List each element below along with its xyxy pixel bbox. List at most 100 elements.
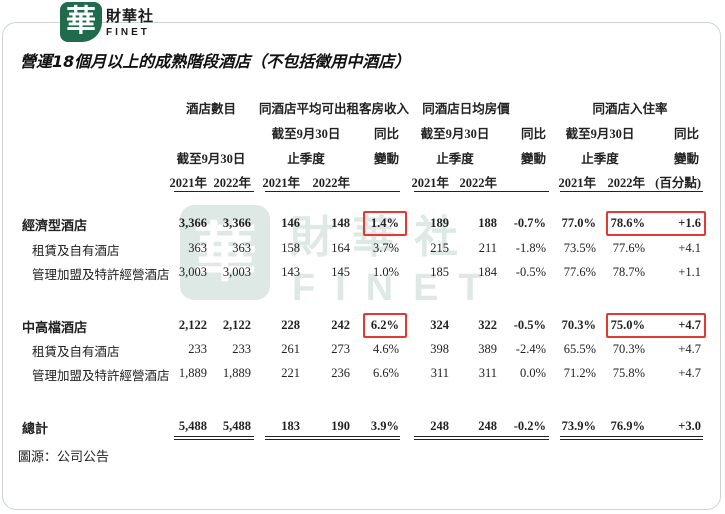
table-cell: 3,003: [178, 265, 207, 279]
table-cell: 145: [331, 265, 350, 279]
table-cell: 77.0%: [561, 216, 596, 230]
total-underline: [265, 439, 400, 440]
table-cell: 311: [478, 366, 497, 380]
table-cell: 77.6%: [563, 265, 596, 279]
header-year: 2022年: [213, 176, 251, 190]
brand-name-en: FINET: [106, 27, 150, 38]
table-cell: +4.1: [678, 241, 701, 255]
total-underline: [560, 436, 703, 437]
header-period-occ: 截至9月30日: [565, 127, 635, 141]
table-cell: 248: [478, 419, 497, 433]
header-year: 2021年: [411, 176, 449, 190]
table-cell: 3,366: [222, 216, 251, 230]
table-cell: 6.6%: [372, 366, 399, 380]
table-cell: 188: [478, 216, 497, 230]
table-cell: 75.0%: [610, 318, 645, 332]
table-cell: 190: [331, 419, 350, 433]
table-cell: 324: [430, 318, 449, 332]
brand-name-cn: 財華社: [106, 7, 155, 25]
table-cell: -0.7%: [513, 216, 546, 230]
table-cell: +4.7: [678, 342, 701, 356]
table-cell: 211: [478, 241, 497, 255]
table-cell: 183: [281, 419, 300, 433]
header-period-rooms: 截至9月30日: [176, 152, 246, 166]
table-cell: 233: [188, 342, 207, 356]
header-group-rooms: 酒店數目: [185, 102, 237, 116]
table-cell: 71.2%: [563, 366, 596, 380]
table-cell: 221: [281, 366, 300, 380]
table-cell: 3.9%: [370, 419, 399, 433]
table-cell: +3.0: [678, 419, 701, 433]
header-group-adr: 同酒店日均房價: [422, 102, 510, 116]
row-label: 租賃及自有酒店: [32, 243, 120, 258]
table-cell: 398: [430, 342, 449, 356]
table-cell: +4.7: [678, 366, 701, 380]
table-cell: 78.7%: [612, 265, 645, 279]
row-label: 租賃及自有酒店: [32, 344, 120, 359]
table-cell: 0.0%: [519, 366, 546, 380]
header-yoy-adr-1: 同比: [520, 127, 546, 141]
table-cell: 1.4%: [370, 216, 399, 230]
table-cell: 5,488: [222, 419, 251, 433]
table-cell: 2,122: [222, 318, 251, 332]
table-cell: 3,003: [222, 265, 251, 279]
header-yoy-occ-1: 同比: [673, 127, 699, 141]
highlight-box-occupancy-economy: [606, 211, 706, 236]
header-yoy-occ-2: 變動: [673, 152, 699, 166]
table-cell: 77.6%: [612, 241, 645, 255]
highlight-box-occupancy-midscale: [606, 313, 706, 338]
table-cell: 70.3%: [612, 342, 645, 356]
table-cell: 261: [281, 342, 300, 356]
table-cell: 65.5%: [563, 342, 596, 356]
content-frame: [2, 22, 721, 510]
table-cell: 3,366: [178, 216, 207, 230]
table-cell: 158: [281, 241, 300, 255]
table-cell: 1.0%: [372, 265, 399, 279]
table-cell: 75.8%: [612, 366, 645, 380]
table-cell: 76.9%: [610, 419, 645, 433]
header-year: 2021年: [558, 176, 596, 190]
row-label: 管理加盟及特許經營酒店: [32, 368, 170, 383]
table-cell: 4.6%: [372, 342, 399, 356]
table-cell: 242: [331, 318, 350, 332]
table-cell: 5,488: [178, 419, 207, 433]
header-group-revpar: 同酒店平均可出租客房收入: [258, 102, 410, 116]
table-cell: 273: [331, 342, 350, 356]
header-underline: [265, 191, 400, 192]
header-underline: [414, 191, 549, 192]
total-underline: [414, 436, 549, 437]
table-cell: 389: [478, 342, 497, 356]
row-label: 中高檔酒店: [22, 321, 88, 336]
table-cell: 189: [430, 216, 449, 230]
header-yoy-adr-2: 變動: [520, 152, 546, 166]
header-period2-adr: 止季度: [436, 152, 474, 166]
row-label: 經濟型酒店: [22, 219, 88, 234]
page-title: 營運18個月以上的成熟階段酒店（不包括徵用中酒店）: [20, 52, 411, 71]
header-underline: [174, 191, 254, 192]
table-cell: 1,889: [178, 366, 207, 380]
header-year: 2022年: [312, 176, 350, 190]
brand: 財華社 FINET: [106, 5, 154, 38]
table-cell: 1,889: [222, 366, 251, 380]
table-cell: 146: [281, 216, 300, 230]
table-cell: 148: [331, 216, 350, 230]
header-underline: [560, 191, 703, 192]
total-underline: [174, 436, 254, 437]
table-cell: 363: [188, 241, 207, 255]
highlight-box-revpar-midscale: [363, 313, 407, 338]
table-cell: 2,122: [178, 318, 207, 332]
table-cell: 228: [281, 318, 300, 332]
row-label: 總計: [22, 422, 49, 437]
table-cell: +1.1: [678, 265, 701, 279]
table-cell: -1.8%: [515, 241, 546, 255]
header-period-revpar: 截至9月30日: [271, 127, 341, 141]
table-cell: 73.5%: [563, 241, 596, 255]
table-cell: 73.9%: [561, 419, 596, 433]
total-underline: [414, 439, 549, 440]
table-cell: 164: [331, 241, 350, 255]
table-cell: 78.6%: [610, 216, 645, 230]
table-cell: 363: [232, 241, 251, 255]
table-cell: 322: [478, 318, 497, 332]
finet-logo-icon: 華: [60, 2, 102, 42]
table-cell: +1.6: [678, 216, 701, 230]
